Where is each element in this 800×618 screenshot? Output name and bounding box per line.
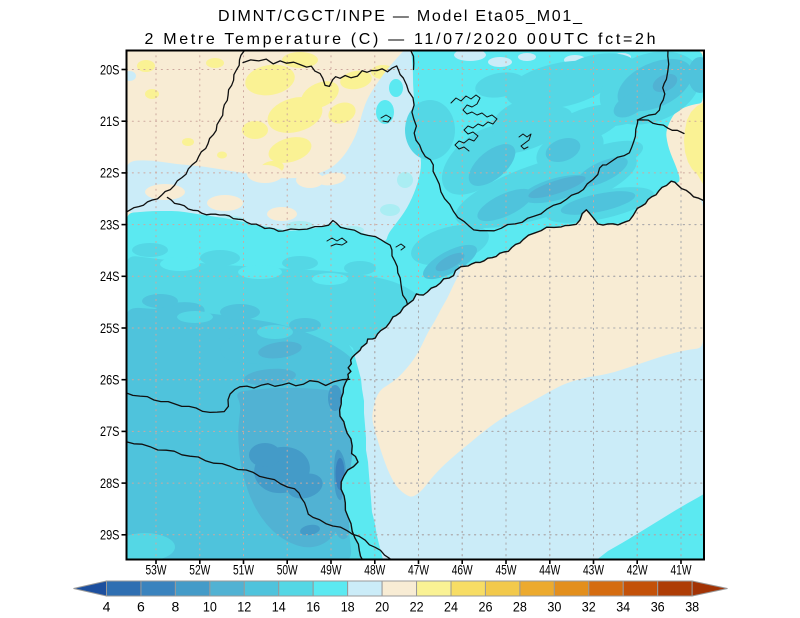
svg-text:51W: 51W <box>233 562 255 578</box>
svg-text:50W: 50W <box>277 562 299 578</box>
svg-text:28S: 28S <box>100 475 120 491</box>
svg-text:41W: 41W <box>671 562 693 578</box>
svg-text:23S: 23S <box>100 216 120 232</box>
svg-text:22: 22 <box>410 599 424 615</box>
svg-text:2 Metre Temperature (C) — 11/: 2 Metre Temperature (C) — 11/07/2020 00U… <box>145 31 656 48</box>
svg-text:34: 34 <box>616 599 630 615</box>
svg-text:12: 12 <box>237 599 251 615</box>
svg-text:21S: 21S <box>100 113 120 129</box>
svg-text:24S: 24S <box>100 268 120 284</box>
svg-text:26S: 26S <box>100 372 120 388</box>
svg-text:53W: 53W <box>146 562 168 578</box>
svg-text:47W: 47W <box>408 562 430 578</box>
svg-text:42W: 42W <box>627 562 649 578</box>
svg-text:52W: 52W <box>189 562 211 578</box>
svg-text:24: 24 <box>444 599 458 615</box>
svg-text:43W: 43W <box>583 562 605 578</box>
svg-text:4: 4 <box>103 599 111 615</box>
svg-text:38: 38 <box>685 599 699 615</box>
svg-text:14: 14 <box>272 599 286 615</box>
svg-text:16: 16 <box>306 599 320 615</box>
svg-text:44W: 44W <box>539 562 561 578</box>
svg-text:36: 36 <box>651 599 665 615</box>
svg-text:49W: 49W <box>321 562 343 578</box>
svg-text:48W: 48W <box>364 562 386 578</box>
svg-text:25S: 25S <box>100 320 120 336</box>
svg-text:30: 30 <box>547 599 561 615</box>
svg-text:20: 20 <box>375 599 389 615</box>
svg-text:DIMNT/CGCT/INPE — Model Eta05: DIMNT/CGCT/INPE — Model Eta05_M01_ <box>218 8 583 25</box>
svg-text:6: 6 <box>137 599 145 615</box>
svg-text:32: 32 <box>582 599 596 615</box>
svg-text:45W: 45W <box>496 562 518 578</box>
svg-text:27S: 27S <box>100 423 120 439</box>
svg-text:28: 28 <box>513 599 527 615</box>
svg-text:10: 10 <box>203 599 217 615</box>
svg-text:26: 26 <box>479 599 493 615</box>
svg-text:22S: 22S <box>100 165 120 181</box>
svg-text:46W: 46W <box>452 562 474 578</box>
svg-text:18: 18 <box>341 599 355 615</box>
svg-text:29S: 29S <box>100 527 120 543</box>
svg-text:8: 8 <box>172 599 180 615</box>
svg-text:20S: 20S <box>100 61 120 77</box>
